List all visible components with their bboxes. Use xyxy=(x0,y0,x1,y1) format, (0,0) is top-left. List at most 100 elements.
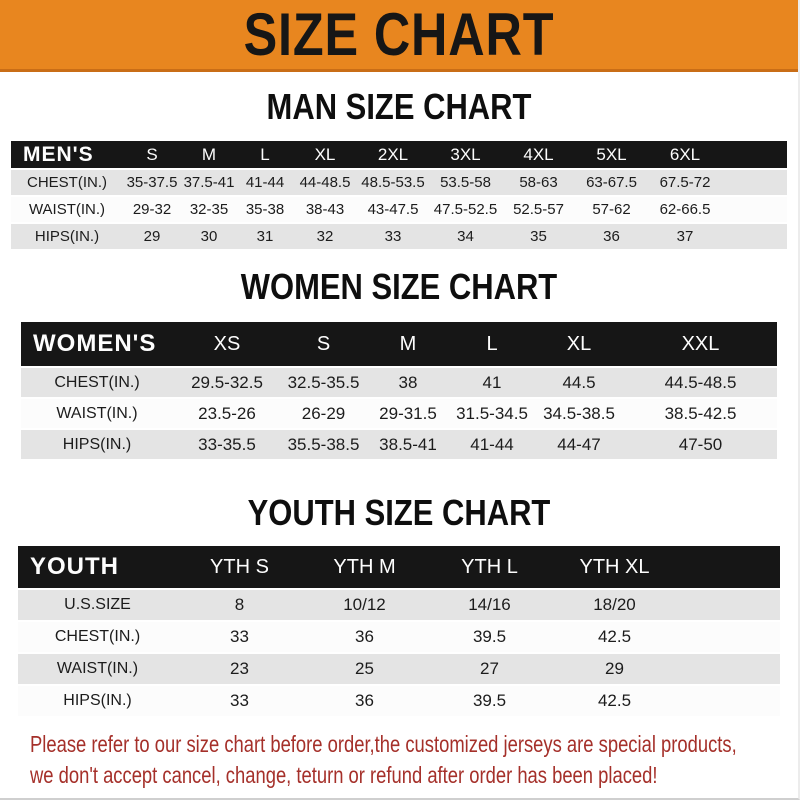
size-value: 34 xyxy=(429,222,502,249)
disclaimer-line-1: Please refer to our size chart before or… xyxy=(30,731,737,757)
table-title-cell: WOMEN'S xyxy=(21,322,173,367)
size-value: 35 xyxy=(502,222,575,249)
size-value: 58-63 xyxy=(502,168,575,196)
size-value: 33 xyxy=(357,222,429,249)
disclaimer-text: Please refer to our size chart before or… xyxy=(30,729,798,791)
column-header: YTH XL xyxy=(552,546,677,589)
size-value: 42.5 xyxy=(552,620,677,653)
column-header: S xyxy=(281,322,366,367)
size-value: 39.5 xyxy=(427,620,552,653)
table-row: CHEST(IN.) 33 36 39.5 42.5 xyxy=(18,620,780,653)
size-value: 39.5 xyxy=(427,684,552,716)
size-value: 62-66.5 xyxy=(648,195,722,223)
size-value: 34.5-38.5 xyxy=(534,397,624,429)
spacer-cell xyxy=(722,222,787,249)
row-label: U.S.SIZE xyxy=(18,588,177,621)
size-value: 35-37.5 xyxy=(123,168,181,196)
men-size-table: MEN'S S M L XL 2XL 3XL 4XL 5XL 6XL CHEST(IN.) 35-37… xyxy=(11,141,787,249)
size-value: 38-43 xyxy=(293,195,357,223)
size-value: 41 xyxy=(450,366,534,398)
table-title-cell: MEN'S xyxy=(11,141,123,169)
header-banner: SIZE CHART xyxy=(0,0,798,72)
size-value: 44-47 xyxy=(534,428,624,459)
row-label: CHEST(IN.) xyxy=(11,168,123,196)
column-header: XL xyxy=(534,322,624,367)
table-row: WAIST(IN.) 23.5-26 26-29 29-31.5 31.5-34.5 34… xyxy=(21,397,777,429)
size-value: 14/16 xyxy=(427,588,552,621)
size-value: 67.5-72 xyxy=(648,168,722,196)
size-value: 36 xyxy=(302,620,427,653)
table-row: CHEST(IN.) 29.5-32.5 32.5-35.5 38 41 44.5 44.5… xyxy=(21,366,777,398)
size-value: 63-67.5 xyxy=(575,168,648,196)
size-value: 47-50 xyxy=(624,428,777,459)
size-value: 18/20 xyxy=(552,588,677,621)
size-value: 48.5-53.5 xyxy=(357,168,429,196)
column-header: 3XL xyxy=(429,141,502,169)
size-value: 44-48.5 xyxy=(293,168,357,196)
spacer-cell xyxy=(677,652,780,685)
size-value: 8 xyxy=(177,588,302,621)
size-value: 23.5-26 xyxy=(173,397,281,429)
size-value: 47.5-52.5 xyxy=(429,195,502,223)
size-value: 44.5-48.5 xyxy=(624,366,777,398)
size-value: 25 xyxy=(302,652,427,685)
size-value: 35.5-38.5 xyxy=(281,428,366,459)
column-header: XXL xyxy=(624,322,777,367)
table-title-cell: YOUTH xyxy=(18,546,177,589)
column-header: 6XL xyxy=(648,141,722,169)
size-value: 53.5-58 xyxy=(429,168,502,196)
spacer-cell xyxy=(722,168,787,196)
row-label: WAIST(IN.) xyxy=(18,652,177,685)
table-row: U.S.SIZE 8 10/12 14/16 18/20 xyxy=(18,588,780,621)
size-value: 36 xyxy=(302,684,427,716)
spacer-cell xyxy=(677,620,780,653)
table-header-row: YOUTH YTH S YTH M YTH L YTH XL xyxy=(18,546,780,589)
size-value: 33-35.5 xyxy=(173,428,281,459)
size-value: 52.5-57 xyxy=(502,195,575,223)
size-value: 29 xyxy=(552,652,677,685)
size-value: 31 xyxy=(237,222,293,249)
page-title: SIZE CHART xyxy=(243,0,555,68)
table-row: CHEST(IN.) 35-37.5 37.5-41 41-44 44-48.5 48.5… xyxy=(11,168,787,196)
table-row: WAIST(IN.) 23 25 27 29 xyxy=(18,652,780,685)
column-header: 5XL xyxy=(575,141,648,169)
size-value: 37.5-41 xyxy=(181,168,237,196)
column-header: XS xyxy=(173,322,281,367)
size-value: 36 xyxy=(575,222,648,249)
row-label: CHEST(IN.) xyxy=(18,620,177,653)
spacer-cell xyxy=(722,195,787,223)
youth-size-table: YOUTH YTH S YTH M YTH L YTH XL U.S.SIZE 8 10/12… xyxy=(18,546,780,716)
row-label: HIPS(IN.) xyxy=(11,222,123,249)
size-value: 29-31.5 xyxy=(366,397,450,429)
size-value: 10/12 xyxy=(302,588,427,621)
section-title-man: MAN SIZE CHART xyxy=(266,86,532,127)
row-label: WAIST(IN.) xyxy=(11,195,123,223)
man-size-chart-section: MAN SIZE CHART MEN'S S M L XL 2XL 3XL 4XL 5XL 6XL… xyxy=(0,89,798,249)
table-header-row: MEN'S S M L XL 2XL 3XL 4XL 5XL 6XL xyxy=(11,141,787,169)
size-value: 42.5 xyxy=(552,684,677,716)
table-row: WAIST(IN.) 29-32 32-35 35-38 38-43 43-47.5 47.… xyxy=(11,195,787,223)
size-value: 27 xyxy=(427,652,552,685)
column-header: YTH S xyxy=(177,546,302,589)
section-title-youth: YOUTH SIZE CHART xyxy=(247,492,551,533)
column-header: YTH M xyxy=(302,546,427,589)
column-header: L xyxy=(237,141,293,169)
size-value: 41-44 xyxy=(237,168,293,196)
women-size-table: WOMEN'S XS S M L XL XXL CHEST(IN.) 29.5-32.5 32.5… xyxy=(21,322,777,459)
column-header: L xyxy=(450,322,534,367)
spacer-cell xyxy=(722,141,787,169)
size-value: 32 xyxy=(293,222,357,249)
column-header: YTH L xyxy=(427,546,552,589)
row-label: HIPS(IN.) xyxy=(18,684,177,716)
size-value: 57-62 xyxy=(575,195,648,223)
size-value: 33 xyxy=(177,684,302,716)
row-label: CHEST(IN.) xyxy=(21,366,173,398)
section-title-women: WOMEN SIZE CHART xyxy=(240,266,558,307)
spacer-cell xyxy=(677,546,780,589)
size-value: 37 xyxy=(648,222,722,249)
size-value: 44.5 xyxy=(534,366,624,398)
size-value: 32-35 xyxy=(181,195,237,223)
size-value: 41-44 xyxy=(450,428,534,459)
table-row: HIPS(IN.) 33-35.5 35.5-38.5 38.5-41 41-44 44-… xyxy=(21,428,777,459)
